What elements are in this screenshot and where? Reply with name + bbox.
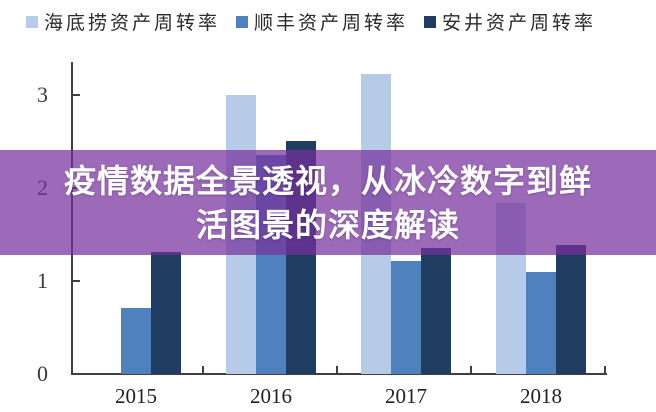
x-axis-line [71, 373, 607, 375]
title-banner-overlay: 疫情数据全景透视，从冰冷数字到鲜 活图景的深度解读 [0, 150, 656, 255]
bar-2015-series-2 [151, 252, 181, 374]
x-axis-label-2015: 2015 [115, 384, 157, 408]
banner-title-line-2: 活图景的深度解读 [195, 206, 460, 243]
legend-label-anjing: 安井资产周转率 [442, 13, 597, 34]
y-axis-label-1: 1 [37, 268, 48, 293]
legend-swatch-shunfeng-icon [236, 15, 249, 28]
y-axis-tick-3 [73, 94, 80, 96]
x-axis-label-2016: 2016 [250, 384, 292, 408]
y-axis-tick-1 [73, 280, 80, 282]
bar-2018-series-1 [526, 272, 556, 374]
y-axis-label-3: 3 [37, 82, 48, 107]
banner-title-line-1: 疫情数据全景透视，从冰冷数字到鲜 [63, 162, 592, 199]
legend-item-shunfeng: 顺丰资产周转率 [236, 8, 408, 35]
legend-item-haidilao: 海底捞资产周转率 [26, 8, 220, 35]
legend-swatch-anjing-icon [424, 15, 437, 28]
legend-swatch-haidilao-icon [26, 15, 38, 28]
bar-2015-series-1 [121, 308, 151, 374]
bar-2017-series-1 [391, 261, 421, 374]
x-axis-tick-1 [336, 366, 338, 373]
x-axis-tick-2 [470, 366, 472, 373]
legend-label-haidilao: 海底捞资产周转率 [44, 13, 221, 34]
x-axis-label-2018: 2018 [520, 384, 562, 408]
x-axis-tick-3 [604, 366, 606, 373]
x-axis-label-2017: 2017 [385, 384, 427, 408]
legend-label-shunfeng: 顺丰资产周转率 [254, 13, 409, 34]
y-axis-label-0: 0 [37, 361, 48, 386]
bar-2017-series-2 [421, 248, 451, 374]
chart-legend: 海底捞资产周转率 顺丰资产周转率 安井资产周转率 [26, 8, 596, 35]
x-axis-tick-0 [202, 366, 204, 373]
bar-2018-series-2 [556, 245, 586, 374]
legend-item-anjing: 安井资产周转率 [424, 8, 596, 35]
